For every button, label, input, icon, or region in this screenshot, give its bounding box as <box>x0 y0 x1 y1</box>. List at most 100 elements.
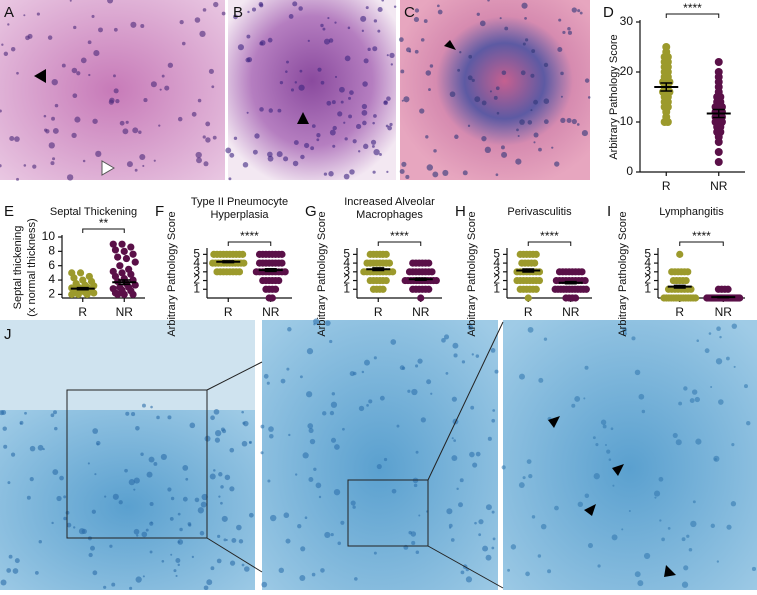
texture <box>177 563 180 567</box>
texture <box>597 564 601 568</box>
texture <box>719 335 722 339</box>
zoom-box <box>66 389 208 539</box>
texture <box>247 10 250 14</box>
texture <box>481 100 487 106</box>
texture <box>48 142 55 149</box>
data-point <box>385 259 394 267</box>
data-point <box>691 294 700 302</box>
texture <box>242 162 249 168</box>
texture <box>584 365 589 370</box>
texture <box>205 121 211 127</box>
chart-title: Septal Thickening <box>50 206 137 218</box>
data-point <box>239 250 247 258</box>
texture <box>169 517 174 521</box>
texture <box>386 96 391 101</box>
texture <box>243 566 250 572</box>
texture <box>371 144 375 148</box>
y-tick-label: 2 <box>493 273 500 287</box>
texture <box>177 116 183 122</box>
panel-letter: F <box>155 203 164 220</box>
texture <box>225 147 232 154</box>
texture <box>213 469 216 472</box>
texture <box>53 410 57 415</box>
texture <box>179 527 183 532</box>
texture <box>694 396 700 403</box>
x-tick-label: R <box>374 305 383 319</box>
texture <box>150 521 153 524</box>
error-bar <box>264 268 277 273</box>
texture <box>92 118 98 124</box>
texture <box>457 68 461 72</box>
texture <box>696 339 699 342</box>
texture <box>331 100 336 105</box>
texture <box>475 354 480 358</box>
texture <box>299 375 303 379</box>
texture <box>246 34 251 39</box>
texture <box>454 134 459 140</box>
texture <box>133 477 140 484</box>
chart-title: Hyperplasia <box>210 209 269 221</box>
texture <box>204 435 211 442</box>
texture <box>383 457 388 462</box>
data-point <box>724 285 732 293</box>
texture <box>637 580 644 587</box>
texture <box>411 388 418 396</box>
texture <box>24 411 27 415</box>
texture <box>710 386 713 389</box>
texture <box>624 332 627 336</box>
texture <box>285 538 291 544</box>
texture <box>325 320 331 326</box>
texture <box>462 170 468 176</box>
texture <box>139 153 146 161</box>
texture <box>112 493 119 500</box>
texture <box>407 389 411 393</box>
data-point <box>389 268 397 276</box>
texture <box>7 481 11 485</box>
texture <box>87 40 92 45</box>
texture <box>260 424 265 429</box>
texture <box>146 471 153 478</box>
data-point <box>83 290 91 299</box>
texture <box>298 84 305 91</box>
texture <box>587 96 591 99</box>
texture <box>142 575 145 578</box>
data-point <box>131 281 139 289</box>
texture <box>267 37 273 43</box>
texture <box>320 568 325 573</box>
texture <box>113 27 118 32</box>
texture <box>56 495 62 502</box>
texture <box>293 140 299 146</box>
texture <box>458 502 463 508</box>
texture <box>361 29 364 32</box>
texture <box>348 114 353 119</box>
texture <box>185 477 189 481</box>
texture <box>149 550 153 554</box>
texture <box>531 49 536 54</box>
texture <box>241 410 244 414</box>
texture <box>537 554 542 558</box>
texture <box>400 69 405 74</box>
texture <box>142 164 145 168</box>
data-point <box>118 269 126 277</box>
texture <box>659 519 662 522</box>
texture <box>203 161 209 167</box>
texture <box>61 63 66 68</box>
texture <box>460 570 465 575</box>
texture <box>667 526 671 530</box>
texture <box>583 397 586 400</box>
texture <box>487 0 490 2</box>
data-point <box>714 58 723 66</box>
texture <box>187 522 192 526</box>
texture <box>63 516 67 521</box>
texture <box>560 71 564 76</box>
texture <box>111 582 116 587</box>
texture <box>37 444 44 451</box>
texture <box>686 534 690 538</box>
texture <box>386 170 389 173</box>
y-tick-label: 6 <box>48 258 55 272</box>
y-tick-label: 1 <box>343 281 350 295</box>
texture <box>328 171 334 177</box>
texture <box>229 486 235 492</box>
texture <box>373 551 377 555</box>
texture <box>210 566 215 571</box>
